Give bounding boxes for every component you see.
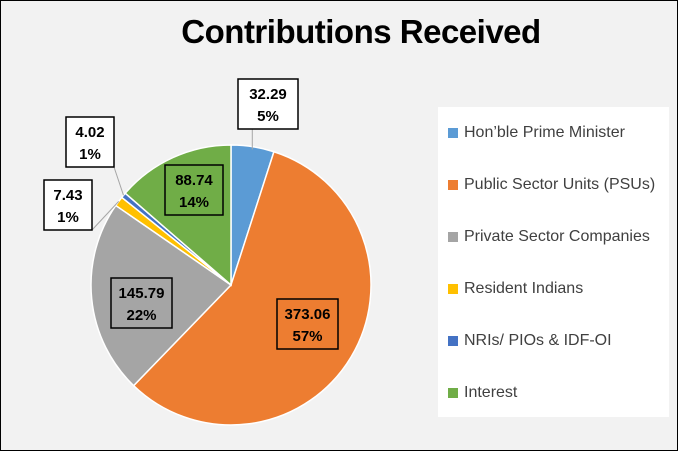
data-label-percent: 1% bbox=[79, 146, 101, 163]
data-label-box bbox=[164, 164, 224, 216]
chart-title: Contributions Received bbox=[181, 13, 541, 50]
legend-item-5: NRIs/ PIOs & IDF-OI bbox=[448, 332, 612, 350]
data-label-percent: 1% bbox=[57, 209, 79, 226]
data-label-value: 88.74 bbox=[175, 172, 213, 189]
data-label-value: 145.79 bbox=[119, 285, 165, 302]
legend-swatch bbox=[448, 180, 458, 190]
leader-line-5 bbox=[113, 166, 124, 196]
legend-label: Private Sector Companies bbox=[464, 228, 650, 245]
leader-line-4 bbox=[91, 201, 120, 231]
data-label-box bbox=[276, 298, 339, 350]
chart-legend: Hon’ble Prime Minister Public Sector Unit… bbox=[438, 107, 669, 417]
data-label-value: 32.29 bbox=[249, 86, 287, 103]
legend-label: NRIs/ PIOs & IDF-OI bbox=[464, 332, 612, 349]
legend-label: Hon’ble Prime Minister bbox=[464, 124, 625, 141]
data-label-box bbox=[65, 116, 115, 168]
data-label-percent: 57% bbox=[292, 328, 322, 345]
pie-slice-2 bbox=[132, 150, 372, 426]
data-label-percent: 14% bbox=[179, 194, 209, 211]
legend-swatch bbox=[448, 232, 458, 242]
data-label-2: 373.06 57% bbox=[276, 298, 339, 350]
legend-item-1: Hon’ble Prime Minister bbox=[448, 124, 625, 142]
legend-swatch bbox=[448, 284, 458, 294]
data-label-box bbox=[110, 277, 173, 329]
data-label-value: 4.02 bbox=[75, 124, 104, 141]
legend-swatch bbox=[448, 128, 458, 138]
data-label-value: 7.43 bbox=[53, 187, 82, 204]
legend-item-2: Public Sector Units (PSUs) bbox=[448, 176, 655, 194]
data-label-box bbox=[237, 78, 299, 130]
data-label-3: 145.79 22% bbox=[110, 277, 173, 329]
data-label-5: 4.02 1% bbox=[65, 116, 115, 168]
data-label-box bbox=[43, 179, 93, 231]
legend-label: Resident Indians bbox=[464, 280, 584, 297]
legend-swatch bbox=[448, 336, 458, 346]
pie-slice-3 bbox=[90, 204, 233, 387]
legend-label: Interest bbox=[464, 384, 518, 401]
legend-item-6: Interest bbox=[448, 384, 517, 402]
data-label-4: 7.43 1% bbox=[43, 179, 93, 231]
data-label-percent: 22% bbox=[126, 307, 156, 324]
legend-swatch bbox=[448, 388, 458, 398]
data-label-percent: 5% bbox=[257, 108, 279, 125]
data-label-6: 88.74 14% bbox=[164, 164, 224, 216]
legend-item-4: Resident Indians bbox=[448, 280, 583, 298]
data-label-value: 373.06 bbox=[285, 306, 331, 323]
legend-item-3: Private Sector Companies bbox=[448, 228, 650, 246]
data-label-1: 32.29 5% bbox=[237, 78, 299, 130]
legend-label: Public Sector Units (PSUs) bbox=[464, 176, 656, 193]
